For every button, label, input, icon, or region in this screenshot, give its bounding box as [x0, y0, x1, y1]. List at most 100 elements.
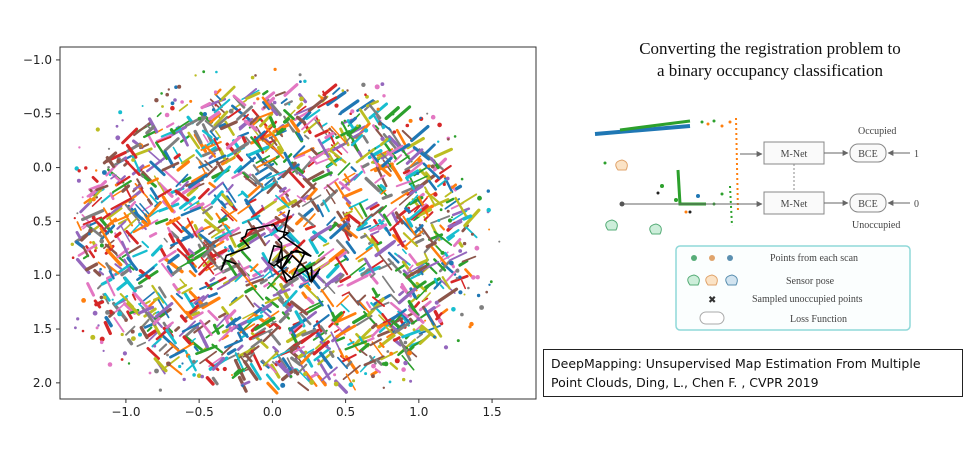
scan-point — [486, 207, 491, 213]
scan-stroke — [374, 240, 395, 258]
scan-stroke — [272, 175, 279, 186]
scan-stroke — [165, 328, 177, 345]
trajectory-layer — [220, 209, 321, 284]
scan-point — [189, 99, 193, 103]
scan-stroke — [346, 274, 369, 287]
bce-box-bottom — [849, 193, 887, 213]
x-tick-label: 1.0 — [409, 405, 428, 419]
scan-stroke — [253, 316, 276, 331]
scan-stroke — [362, 135, 369, 144]
scan-stroke — [340, 121, 352, 139]
scan-stroke — [246, 232, 266, 246]
x-tick-label: −1.0 — [111, 405, 140, 419]
scan-point — [192, 373, 196, 377]
scan-stroke — [360, 164, 366, 174]
scan-stroke — [261, 96, 272, 110]
scan-stroke — [140, 187, 145, 194]
scan-stroke — [97, 261, 106, 269]
scan-point — [101, 200, 104, 203]
scan-stroke — [283, 117, 291, 124]
scan-point — [196, 373, 202, 379]
scan-point — [303, 79, 307, 84]
scan-stroke — [116, 220, 127, 230]
scan-stroke — [255, 155, 271, 164]
legend-points-icon — [691, 255, 733, 261]
scan-point — [120, 358, 124, 361]
scan-stroke — [346, 124, 362, 137]
scan-stroke — [191, 311, 201, 317]
scan-stroke — [155, 134, 172, 142]
scan-point — [102, 170, 107, 175]
scan-stroke — [409, 155, 422, 167]
scan-stroke — [427, 179, 438, 191]
scan-point — [433, 335, 436, 339]
scan-stroke — [80, 209, 105, 222]
scan-stroke — [278, 211, 286, 217]
scan-stroke — [378, 204, 388, 214]
scan-stroke — [213, 137, 221, 152]
scan-stroke — [197, 187, 210, 200]
scan-stroke — [278, 312, 290, 324]
scan-point — [167, 88, 170, 91]
scan-stroke — [334, 273, 345, 284]
scan-stroke — [112, 180, 132, 194]
scan-stroke — [446, 229, 460, 240]
scan-stroke — [348, 198, 369, 209]
scan-stroke — [461, 255, 477, 263]
scan-stroke — [174, 326, 181, 332]
scan-point — [455, 268, 460, 273]
scan-stroke — [263, 282, 270, 288]
scan-stroke — [266, 273, 281, 290]
scan-point — [81, 196, 84, 199]
scan-stroke — [196, 326, 209, 349]
scan-stroke — [225, 150, 242, 165]
scan-point — [214, 104, 217, 107]
scan-stroke — [358, 267, 366, 273]
scan-stroke — [396, 155, 410, 166]
scan-stroke — [306, 303, 323, 314]
scan-stroke — [274, 91, 286, 97]
scan-stroke — [342, 188, 363, 199]
scan-stroke — [305, 370, 318, 387]
scan-point — [383, 361, 389, 367]
scan-stroke — [371, 287, 379, 298]
scan-point — [298, 73, 302, 77]
scan-stroke — [148, 232, 158, 238]
scan-point — [346, 89, 349, 92]
scan-point — [392, 130, 397, 134]
scan-stroke — [462, 214, 473, 221]
scan-stroke — [229, 231, 242, 238]
scan-stroke — [244, 136, 252, 144]
scan-stroke — [342, 172, 356, 181]
scan-dots-middle — [603, 161, 724, 214]
scan-point — [403, 360, 408, 366]
scan-stroke — [363, 355, 385, 367]
scan-stroke — [335, 324, 357, 338]
scan-stroke — [288, 267, 297, 274]
scan-point — [456, 339, 460, 343]
scan-stroke — [206, 281, 219, 290]
scan-stroke — [220, 208, 234, 222]
scan-stroke — [457, 240, 464, 248]
scan-stroke — [214, 130, 221, 139]
scan-stroke — [430, 156, 437, 165]
scan-stroke — [163, 137, 180, 153]
mnet-label-bottom: M-Net — [781, 199, 808, 210]
scan-stroke — [228, 244, 235, 255]
scan-stroke — [418, 300, 432, 312]
scan-stroke — [243, 352, 253, 363]
sensor-trajectory — [220, 209, 321, 284]
scan-stroke — [88, 184, 101, 191]
scan-stroke — [99, 227, 113, 249]
scan-point — [352, 379, 356, 383]
scan-stroke — [307, 195, 320, 213]
scan-stroke — [181, 176, 192, 183]
scan-stroke — [84, 262, 99, 272]
scan-point — [174, 85, 178, 89]
scan-stroke — [381, 275, 395, 294]
scan-point — [476, 293, 481, 298]
scan-stroke — [374, 293, 381, 299]
scan-stroke — [335, 239, 350, 254]
scan-stroke — [458, 193, 478, 206]
scan-stroke — [266, 363, 277, 374]
